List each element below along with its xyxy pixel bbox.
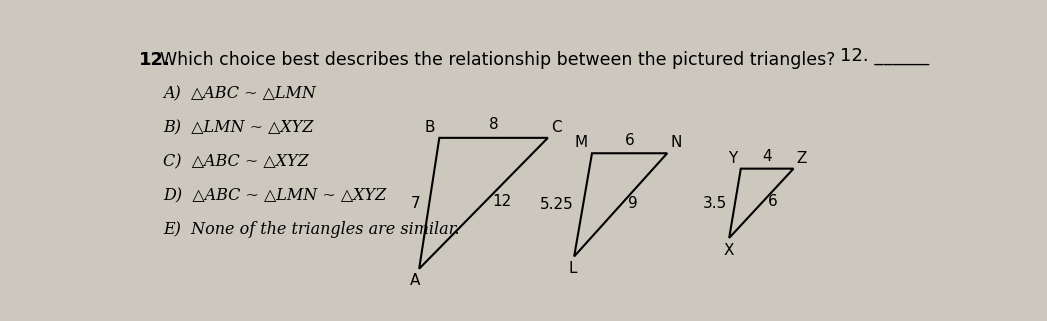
Text: C: C	[551, 120, 561, 135]
Text: 12: 12	[493, 194, 512, 209]
Text: 4: 4	[762, 149, 772, 164]
Text: 12. ______: 12. ______	[840, 47, 929, 65]
Text: Y: Y	[729, 151, 738, 166]
Text: L: L	[569, 261, 577, 276]
Text: B)  △LMN ~ △XYZ: B) △LMN ~ △XYZ	[163, 119, 314, 136]
Text: 6: 6	[625, 133, 634, 148]
Text: 3.5: 3.5	[703, 196, 728, 211]
Text: C)  △ABC ~ △XYZ: C) △ABC ~ △XYZ	[163, 153, 309, 170]
Text: Which choice best describes the relationship between the pictured triangles?: Which choice best describes the relation…	[160, 51, 836, 69]
Text: 9: 9	[628, 196, 639, 211]
Text: E)  None of the triangles are similar.: E) None of the triangles are similar.	[163, 221, 460, 238]
Text: 6: 6	[767, 194, 777, 209]
Text: N: N	[670, 135, 682, 150]
Text: 5.25: 5.25	[540, 197, 574, 212]
Text: 8: 8	[489, 117, 498, 133]
Text: Z: Z	[797, 151, 807, 166]
Text: M: M	[575, 135, 588, 150]
Text: X: X	[723, 243, 734, 257]
Text: B: B	[424, 120, 435, 135]
Text: A: A	[410, 273, 421, 288]
Text: 7: 7	[410, 196, 420, 211]
Text: A)  △ABC ~ △LMN: A) △ABC ~ △LMN	[163, 85, 316, 102]
Text: 12.: 12.	[138, 51, 171, 69]
Text: D)  △ABC ~ △LMN ~ △XYZ: D) △ABC ~ △LMN ~ △XYZ	[163, 187, 386, 204]
